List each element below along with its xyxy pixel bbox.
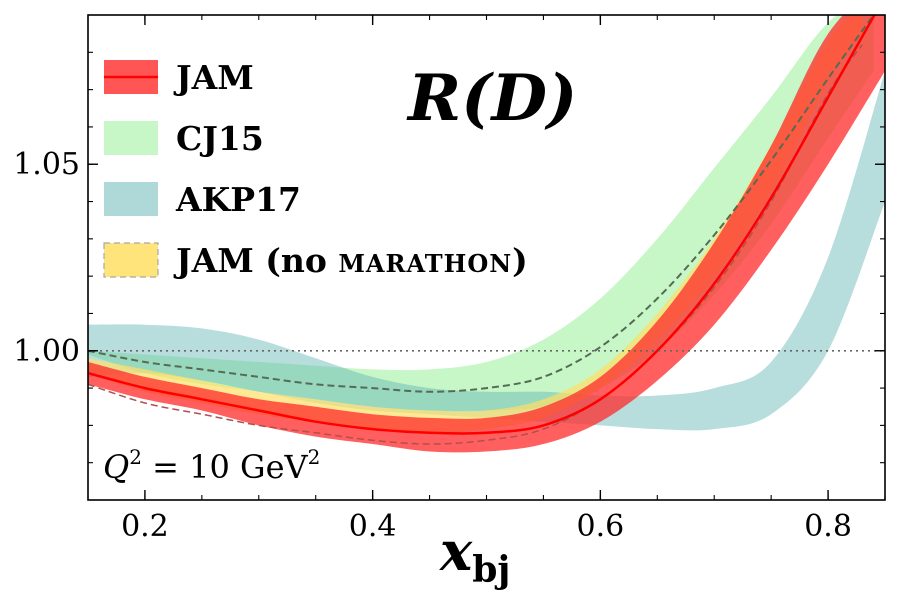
band-3 <box>88 15 885 453</box>
x-axis-label-sub: bj <box>472 549 510 591</box>
legend-item-jam-no-marathon: JAM (no marathon) <box>103 241 528 280</box>
legend-label-smallcaps: marathon <box>338 249 512 278</box>
legend-label-part: JAM (no <box>173 241 338 280</box>
legend-item-akp17: AKP17 <box>104 180 301 219</box>
jam-no-marathon-dashed-line <box>88 44 863 445</box>
chart-title: R(D) <box>406 61 577 136</box>
x-tick-label: 0.2 <box>121 509 169 544</box>
legend-swatch-akp17 <box>104 182 158 216</box>
x-tick-label: 0.6 <box>576 509 624 544</box>
y-tick-label: 1.00 <box>13 334 80 369</box>
legend-label-end: ) <box>512 241 528 280</box>
x-axis-label: xbj <box>439 519 510 591</box>
x-tick-label: 0.4 <box>349 509 397 544</box>
cj15-central-line <box>88 15 875 393</box>
series-bands <box>88 15 885 453</box>
legend-label-jam-no-marathon: JAM (no marathon) <box>173 241 528 280</box>
legend-item-cj15: CJ15 <box>104 119 264 158</box>
axis-ticks: 0.2 0.4 0.6 0.8 1.00 1.05 <box>13 15 886 544</box>
x-tick-label: 0.8 <box>804 509 852 544</box>
annotation-base: Q <box>103 448 129 486</box>
legend-swatch-cj15 <box>104 121 158 155</box>
q2-annotation: Q2 = 10 GeV2 <box>103 445 320 486</box>
legend-label-jam: JAM <box>173 58 254 97</box>
x-axis-label-main: x <box>439 519 473 583</box>
legend-swatch-jam-no-marathon <box>103 242 159 278</box>
annotation-mid: = 10 GeV <box>142 448 309 486</box>
series-lines <box>88 15 876 445</box>
legend-item-jam: JAM <box>104 58 254 97</box>
legend-label-cj15: CJ15 <box>176 119 264 158</box>
jam-central-line <box>88 15 876 435</box>
legend: JAM CJ15 AKP17 JAM (no marathon) <box>103 58 528 280</box>
annotation-exp2: 2 <box>308 445 321 469</box>
annotation-exp: 2 <box>129 445 142 469</box>
legend-label-akp17: AKP17 <box>175 180 301 219</box>
y-tick-label: 1.05 <box>13 147 80 182</box>
